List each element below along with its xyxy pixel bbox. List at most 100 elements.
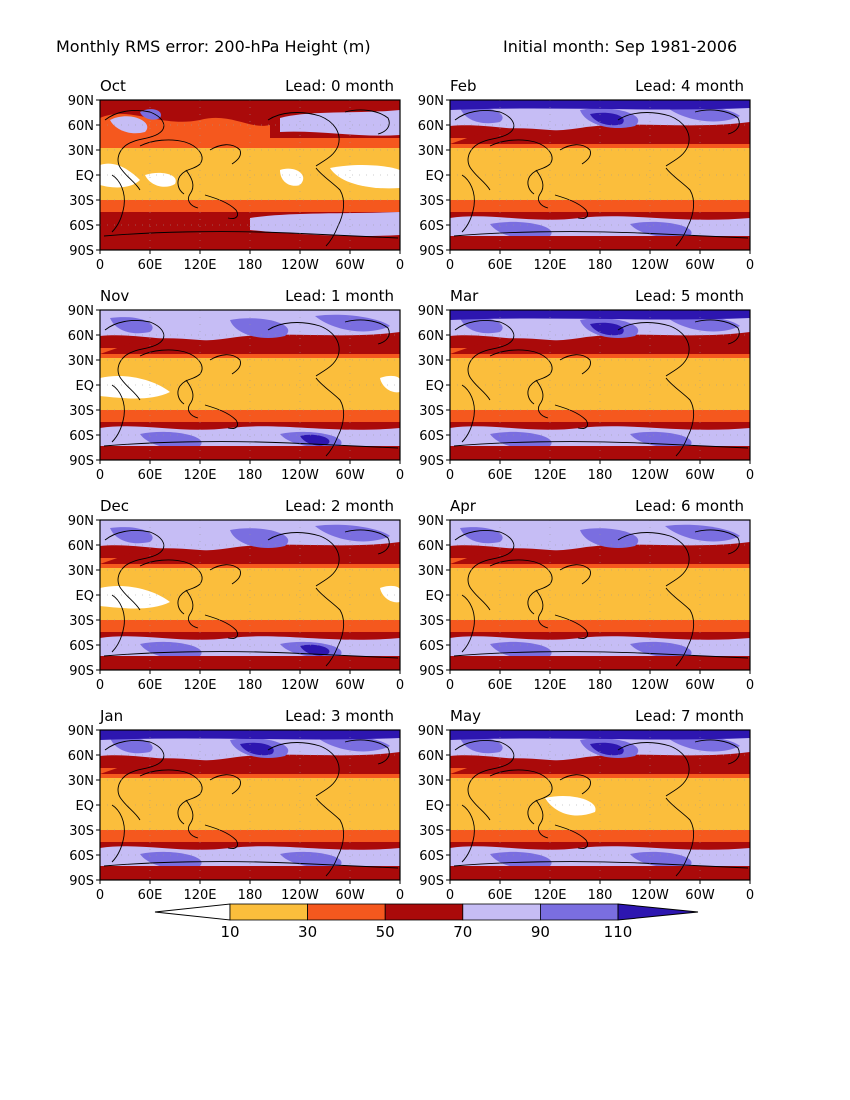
lat-label: 30S <box>419 614 444 629</box>
lat-label: 30N <box>418 564 444 579</box>
contour-blob <box>315 524 390 542</box>
lon-label: 0 <box>746 678 754 693</box>
contour-band <box>450 200 750 214</box>
figure-title: Monthly RMS error: 200-hPa Height (m) <box>56 37 371 56</box>
contour-blob <box>300 644 330 656</box>
lon-label: 120W <box>631 258 669 273</box>
lon-label: 180 <box>238 258 263 273</box>
lon-label: 0 <box>446 678 454 693</box>
lat-label: 90N <box>68 94 94 109</box>
contour-blob <box>140 851 202 869</box>
contour-blob <box>665 524 740 542</box>
lon-label: 60E <box>138 468 163 483</box>
colorbar-segment <box>540 903 619 921</box>
lat-label: 60N <box>68 539 94 554</box>
rms-field <box>450 100 750 250</box>
lon-label: 60W <box>685 258 715 273</box>
panel-lead: Lead: 2 month <box>285 497 394 515</box>
lat-label: 30S <box>419 404 444 419</box>
contour-blob <box>590 742 624 756</box>
panel-month: Jan <box>99 707 123 725</box>
lat-label: 60S <box>419 639 444 654</box>
contour-band <box>100 200 400 214</box>
lon-label: 60E <box>488 888 513 903</box>
panel-lead: Lead: 7 month <box>635 707 744 725</box>
lon-label: 120E <box>183 678 216 693</box>
lat-label: 60S <box>69 219 94 234</box>
lat-label: 90N <box>418 94 444 109</box>
lat-label: 30S <box>69 614 94 629</box>
contour-blob <box>300 434 330 446</box>
contour-blob <box>450 310 750 320</box>
contour-blob <box>490 221 552 239</box>
contour-blob <box>590 112 624 126</box>
lat-label: 60N <box>418 329 444 344</box>
lon-label: 60E <box>488 258 513 273</box>
lon-label: 120W <box>631 678 669 693</box>
lon-label: 120W <box>631 468 669 483</box>
colorbar-label: 110 <box>604 923 633 941</box>
contour-band <box>100 830 400 844</box>
lat-label: EQ <box>76 169 94 184</box>
contour-band <box>100 620 400 634</box>
panel-month: Dec <box>100 497 129 515</box>
contour-blob <box>140 431 202 449</box>
lon-label: 120W <box>281 678 319 693</box>
lat-label: EQ <box>426 589 444 604</box>
lat-label: 90N <box>418 514 444 529</box>
lon-label: 60W <box>335 678 365 693</box>
contour-blob <box>490 851 552 869</box>
rms-field <box>100 730 400 880</box>
lon-label: 60W <box>685 468 715 483</box>
panel-lead: Lead: 5 month <box>635 287 744 305</box>
contour-blob <box>450 236 750 250</box>
contour-band <box>450 410 750 424</box>
colorbar-label: 10 <box>220 923 239 941</box>
lon-label: 120W <box>281 888 319 903</box>
lon-label: 180 <box>588 888 613 903</box>
lat-label: EQ <box>426 799 444 814</box>
contour-blob <box>450 656 750 670</box>
lat-label: 30N <box>68 354 94 369</box>
lon-label: 0 <box>96 468 104 483</box>
contour-blob <box>630 641 692 658</box>
contour-blob <box>140 109 161 120</box>
contour-blob <box>230 528 289 549</box>
lon-label: 180 <box>588 678 613 693</box>
lon-label: 180 <box>238 678 263 693</box>
contour-blob <box>100 375 170 399</box>
contour-blob <box>100 446 400 460</box>
lon-label: 0 <box>96 258 104 273</box>
lat-label: 30S <box>69 194 94 209</box>
contour-blob <box>280 110 400 136</box>
lon-label: 0 <box>446 888 454 903</box>
lat-label: 60N <box>68 119 94 134</box>
lat-label: 90S <box>69 664 94 679</box>
contour-blob <box>450 100 750 110</box>
contour-blob <box>630 851 692 868</box>
lat-label: 60S <box>419 219 444 234</box>
lon-label: 180 <box>238 888 263 903</box>
contour-blob <box>490 641 552 659</box>
contour-blob <box>230 318 289 339</box>
rms-field <box>450 520 750 670</box>
contour-blob <box>580 528 639 549</box>
lon-label: 60W <box>335 258 365 273</box>
lat-label: 90N <box>418 304 444 319</box>
lat-label: 60S <box>69 429 94 444</box>
lon-label: 120E <box>533 678 566 693</box>
lat-label: 60N <box>418 119 444 134</box>
lon-label: 120E <box>183 258 216 273</box>
lon-label: 0 <box>746 258 754 273</box>
lon-label: 0 <box>396 468 404 483</box>
lat-label: 60N <box>418 749 444 764</box>
contour-blob <box>280 851 342 868</box>
lat-label: 60N <box>68 749 94 764</box>
figure-subtitle: Initial month: Sep 1981-2006 <box>503 37 737 56</box>
contour-blob <box>630 431 692 448</box>
panel-lead: Lead: 0 month <box>285 77 394 95</box>
